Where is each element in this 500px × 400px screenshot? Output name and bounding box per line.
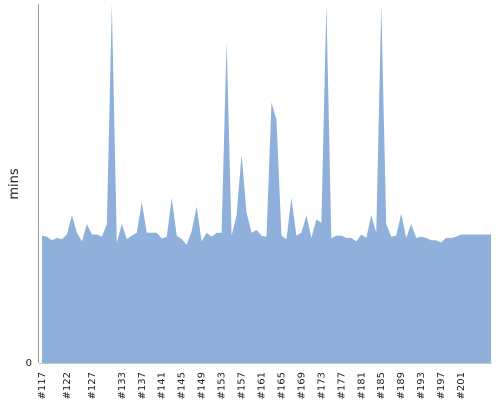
x-tick-label: #173 bbox=[316, 372, 327, 399]
x-tick-label: #122 bbox=[62, 372, 73, 399]
series-area bbox=[42, 4, 491, 363]
x-tick-label: #181 bbox=[356, 372, 367, 399]
x-tick-label: #149 bbox=[197, 372, 208, 399]
x-tick-label: #201 bbox=[456, 372, 467, 399]
x-tick-label: #145 bbox=[177, 372, 188, 399]
x-tick-label: #157 bbox=[237, 372, 248, 399]
x-tick-label: #197 bbox=[436, 372, 447, 399]
x-tick-label: #141 bbox=[157, 372, 168, 399]
y-ticks: 0 bbox=[26, 358, 32, 369]
x-tick-label: #185 bbox=[376, 372, 387, 399]
x-tick-label: #189 bbox=[396, 372, 407, 399]
x-tick-label: #193 bbox=[416, 372, 427, 399]
x-tick-label: #153 bbox=[217, 372, 228, 399]
x-tick-label: #165 bbox=[276, 372, 287, 399]
y-axis-title: mins bbox=[7, 168, 22, 200]
y-tick-label: 0 bbox=[26, 358, 32, 369]
x-tick-label: #117 bbox=[37, 372, 48, 399]
x-tick-label: #137 bbox=[137, 372, 148, 399]
x-tick-label: #169 bbox=[296, 372, 307, 399]
x-tick-label: #161 bbox=[257, 372, 268, 399]
x-tick-label: #177 bbox=[336, 372, 347, 399]
x-tick-label: #133 bbox=[117, 372, 128, 399]
x-ticks: #117 #122 #127 #133 #137 #141 #145 #149 #153 #157… bbox=[37, 372, 467, 399]
x-tick-label: #127 bbox=[87, 372, 98, 399]
